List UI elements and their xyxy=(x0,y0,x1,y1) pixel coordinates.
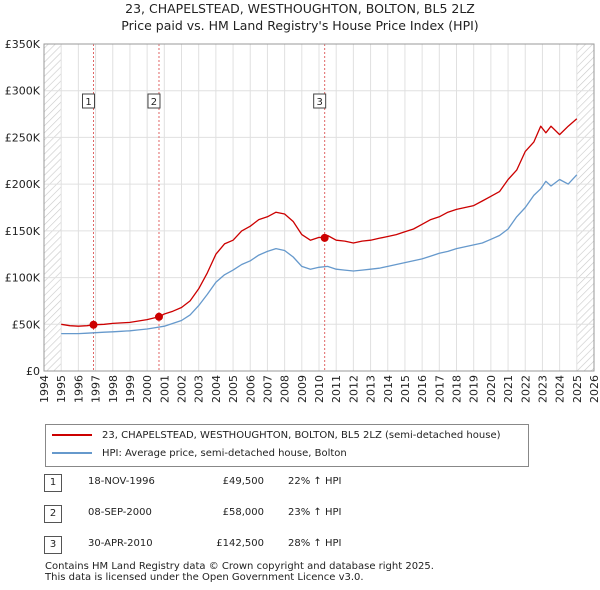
x-tick-label: 2011 xyxy=(330,375,343,403)
sale-marker-2: 2 xyxy=(147,93,161,109)
sale-price: £58,000 xyxy=(222,507,264,518)
x-tick-label: 2023 xyxy=(536,375,549,403)
sale-marker-label: 1 xyxy=(85,97,91,108)
x-tick-label: 2021 xyxy=(502,375,515,403)
sale-hpi-change: 22% ↑ HPI xyxy=(288,476,342,487)
x-tick-label: 2024 xyxy=(554,375,567,403)
x-tick-label: 2000 xyxy=(141,375,154,403)
x-tick-label: 2010 xyxy=(313,375,326,403)
x-tick-label: 2025 xyxy=(571,375,584,403)
table-row: 1 18-NOV-1996 £49,500 22% ↑ HPI xyxy=(44,474,584,494)
x-tick-label: 2015 xyxy=(399,375,412,403)
x-tick-label: 1998 xyxy=(107,375,120,403)
x-tick-label: 1997 xyxy=(90,375,103,403)
chart-title-subtitle: Price paid vs. HM Land Registry's House … xyxy=(121,18,479,33)
sale-price: £49,500 xyxy=(222,476,264,487)
y-tick-label: £250K xyxy=(5,131,41,144)
x-tick-label: 2016 xyxy=(416,375,429,403)
x-tick-label: 2019 xyxy=(468,375,481,403)
legend-item-hpi: HPI: Average price, semi-detached house,… xyxy=(52,446,347,462)
y-tick-label: £350K xyxy=(5,38,41,51)
hpi-series-line xyxy=(61,174,578,335)
y-tick-label: £200K xyxy=(5,178,41,191)
x-tick-label: 2001 xyxy=(158,375,171,403)
sale-number-badge: 3 xyxy=(44,536,62,554)
y-tick-label: £100K xyxy=(5,272,41,285)
sale-marker-box xyxy=(313,93,327,109)
x-tick-label: 2002 xyxy=(176,375,189,403)
footer-copyright: Contains HM Land Registry data © Crown c… xyxy=(45,561,434,572)
sale-date: 08-SEP-2000 xyxy=(88,507,152,518)
sale-point xyxy=(320,233,329,242)
x-tick-label: 2007 xyxy=(261,375,274,403)
sale-hpi-change: 28% ↑ HPI xyxy=(288,538,342,549)
x-tick-label: 2020 xyxy=(485,375,498,403)
x-tick-label: 2009 xyxy=(296,375,309,403)
x-tick-label: 1994 xyxy=(38,375,51,403)
table-row: 2 08-SEP-2000 £58,000 23% ↑ HPI xyxy=(44,505,584,525)
y-tick-label: £150K xyxy=(5,225,41,238)
chart-title-address: 23, CHAPELSTEAD, WESTHOUGHTON, BOLTON, B… xyxy=(125,1,475,16)
sale-marker-label: 3 xyxy=(316,97,322,108)
x-tick-label: 2008 xyxy=(279,375,292,403)
sale-marker-1: 1 xyxy=(82,93,95,109)
legend: 23, CHAPELSTEAD, WESTHOUGHTON, BOLTON, B… xyxy=(45,424,529,467)
sale-number-badge: 1 xyxy=(44,474,62,492)
sale-point xyxy=(154,312,163,321)
legend-item-property: 23, CHAPELSTEAD, WESTHOUGHTON, BOLTON, B… xyxy=(52,428,501,444)
table-row: 3 30-APR-2010 £142,500 28% ↑ HPI xyxy=(44,536,584,556)
x-tick-label: 2012 xyxy=(347,375,360,403)
x-tick-label: 2017 xyxy=(433,375,446,403)
y-tick-label: £0 xyxy=(26,365,40,378)
footer-attribution: Contains HM Land Registry data © Crown c… xyxy=(45,561,434,583)
x-tick-label: 2026 xyxy=(588,375,600,403)
plot-border xyxy=(43,43,595,372)
x-tick-label: 1996 xyxy=(72,375,85,403)
legend-label-property: 23, CHAPELSTEAD, WESTHOUGHTON, BOLTON, B… xyxy=(102,430,501,441)
legend-swatch-property xyxy=(52,434,92,436)
x-tick-label: 2003 xyxy=(193,375,206,403)
x-tick-label: 2014 xyxy=(382,375,395,403)
price-chart: 1 2 3 £0 £50K £100K £150K £200K £250K £300K £350K… xyxy=(5,38,600,403)
sale-price: £142,500 xyxy=(216,538,264,549)
y-tick-label: £300K xyxy=(5,85,41,98)
sale-date: 30-APR-2010 xyxy=(88,538,153,549)
sale-date: 18-NOV-1996 xyxy=(88,476,155,487)
sale-hpi-change: 23% ↑ HPI xyxy=(288,507,342,518)
legend-label-hpi: HPI: Average price, semi-detached house,… xyxy=(102,448,347,459)
x-tick-label: 2022 xyxy=(519,375,532,403)
sale-point xyxy=(89,320,98,329)
x-tick-label: 2013 xyxy=(365,375,378,403)
hatched-region xyxy=(576,44,594,371)
x-tick-label: 1999 xyxy=(124,375,137,403)
x-tick-label: 1995 xyxy=(55,375,68,403)
sale-marker-label: 2 xyxy=(151,97,157,108)
hatched-region xyxy=(44,44,62,371)
x-tick-label: 2006 xyxy=(244,375,257,403)
x-tick-label: 2018 xyxy=(451,375,464,403)
y-tick-label: £50K xyxy=(12,318,41,331)
x-tick-label: 2004 xyxy=(210,375,223,403)
sale-marker-box xyxy=(147,93,161,109)
sale-number-badge: 2 xyxy=(44,505,62,523)
sale-marker-box xyxy=(82,93,95,109)
legend-swatch-hpi xyxy=(52,452,92,454)
footer-licence: This data is licensed under the Open Gov… xyxy=(45,572,364,583)
sale-marker-3: 3 xyxy=(313,93,327,109)
x-tick-label: 2005 xyxy=(227,375,240,403)
